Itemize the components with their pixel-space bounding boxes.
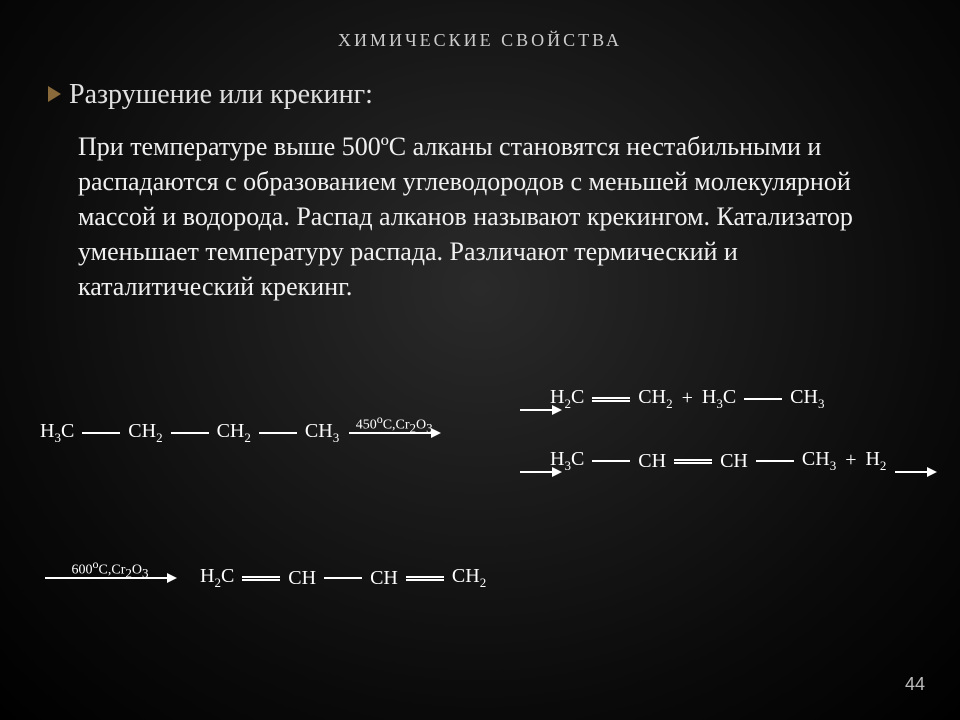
reaction-arrow: 600oC,Cr2O3 [45,577,175,579]
chem-group: H2 [865,448,886,474]
reaction1-product-top: H2C CH2 + H3C CH3 [550,386,824,412]
chem-group: CH3 [790,386,824,412]
reaction2: 600oC,Cr2O3 H2C CH CH CH2 [40,565,486,591]
single-bond [171,432,209,434]
double-bond [406,576,444,581]
chem-group: CH [638,450,666,473]
chem-group: CH3 [305,420,339,446]
plus-sign: + [845,449,856,471]
branch-arrow-bottom [515,460,555,483]
arrow-label: 600oC,Cr2O3 [45,557,175,581]
branch-arrow-top [515,398,555,421]
single-bond [756,460,794,462]
chem-group: CH [288,567,316,590]
double-bond [592,397,630,402]
slide-title: ХИМИЧЕСКИЕ СВОЙСТВА [0,0,960,51]
chem-group: CH2 [128,420,162,446]
reaction-arrow: 450oC,Cr2O3 [349,432,439,434]
chem-group: H3C [40,420,74,446]
chem-group: H3C [550,448,584,474]
trailing-arrow [890,460,940,483]
chem-group: CH2 [217,420,251,446]
double-bond [674,459,712,464]
chem-group: CH3 [802,448,836,474]
slide-subtitle: Разрушение или крекинг: [48,79,960,111]
plus-sign: + [682,387,693,409]
single-bond [259,432,297,434]
chem-group: H2C [550,386,584,412]
chem-group: CH [720,450,748,473]
reaction1-reactant: H3C CH2 CH2 CH3 450oC,Cr2O3 [40,420,444,446]
reaction1-product-bottom: H3C CH CH CH3 + H2 [550,448,886,474]
single-bond [82,432,120,434]
single-bond [592,460,630,462]
single-bond [324,577,362,579]
chem-group: H3C [702,386,736,412]
arrow-label: 450oC,Cr2O3 [349,412,439,436]
chem-group: H2C [200,565,234,591]
chem-group: CH [370,567,398,590]
bullet-icon [48,86,61,102]
body-paragraph: При температуре выше 500ºС алканы станов… [78,129,900,304]
chem-group: CH2 [638,386,672,412]
subtitle-text: Разрушение или крекинг: [69,79,373,110]
chem-group: CH2 [452,565,486,591]
page-number: 44 [905,674,925,695]
double-bond [242,576,280,581]
single-bond [744,398,782,400]
